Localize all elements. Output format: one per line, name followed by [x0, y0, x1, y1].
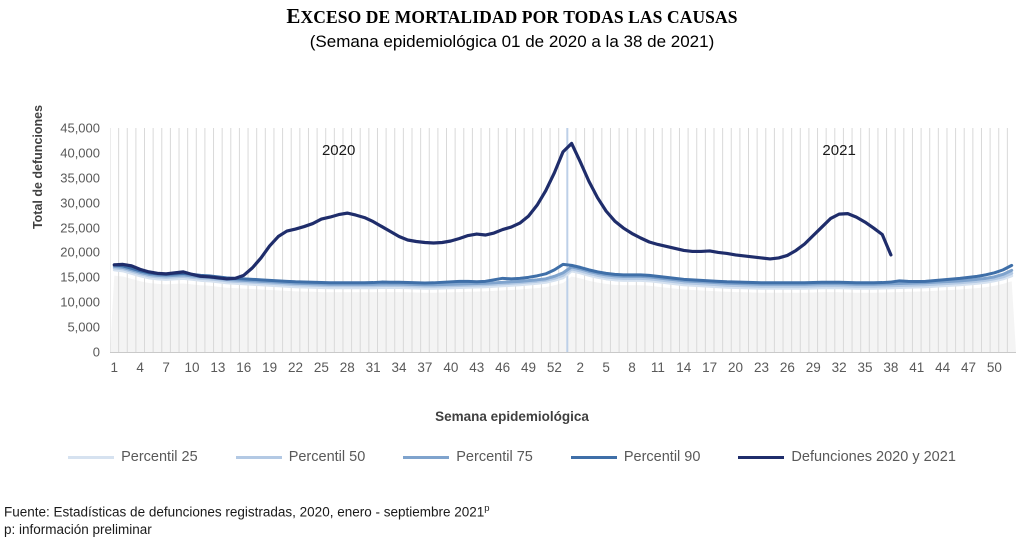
y-axis-ticks: 45,000 40,000 35,000 30,000 25,000 20,000 15,0…: [12, 0, 100, 531]
annotation-year-2021: 2021: [822, 142, 856, 159]
legend-swatch: [738, 455, 785, 459]
x-axis-tick-label: 26: [779, 360, 795, 375]
series-line: [112, 141, 893, 281]
chart-legend: Percentil 25 Percentil 50 Percentil 75 Perc…: [0, 449, 1024, 465]
x-axis-tick-label: 44: [935, 360, 951, 375]
source-line-1: Fuente: Estadísticas de defunciones regi…: [4, 500, 490, 521]
x-axis-tick-label: 46: [495, 360, 511, 375]
legend-label: Percentil 90: [623, 449, 701, 465]
legend-item[interactable]: Defunciones 2020 y 2021: [738, 449, 956, 465]
x-axis-tick-label: 11: [650, 360, 665, 375]
series-line: [112, 262, 1014, 285]
x-axis-tick-label: 25: [313, 360, 329, 375]
source-note: Fuente: Estadísticas de defunciones regi…: [4, 500, 490, 538]
series-line: [112, 268, 1014, 290]
x-axis-tick-label: 40: [443, 360, 459, 375]
x-axis-tick-label: 20: [728, 360, 744, 375]
x-axis-title: Semana epidemiológica: [435, 409, 589, 424]
page-title-rest: XCESO DE MORTALIDAD POR TODAS LAS CAUSAS: [300, 7, 738, 27]
x-axis-tick-label: 52: [546, 360, 562, 375]
x-axis-tick-label: 8: [628, 360, 636, 375]
source-line-2: p: información preliminar: [4, 521, 152, 537]
x-axis-tick-label: 37: [417, 360, 433, 375]
x-axis-tick-label: 38: [883, 360, 899, 375]
x-axis-tick-label: 4: [136, 360, 144, 375]
x-axis-tick-label: 1: [110, 360, 119, 375]
y-axis-tick-label: 10,000: [60, 294, 100, 310]
legend-label: Percentil 25: [121, 449, 198, 465]
x-axis-tick-label: 7: [162, 360, 170, 375]
x-axis-tick-label: 2: [576, 360, 585, 375]
x-axis-tick-label: 50: [986, 360, 1002, 375]
chart-svg: [110, 128, 1016, 353]
x-axis-tick-label: 5: [602, 360, 610, 375]
legend-item[interactable]: Percentil 75: [403, 449, 533, 465]
x-axis-tick-label: 17: [702, 360, 718, 375]
x-axis-tick-label: 16: [236, 360, 252, 375]
page-subtitle: (Semana epidemiológica 01 de 2020 a la 3…: [309, 32, 715, 51]
x-axis-tick-label: 32: [831, 360, 847, 375]
legend-label: Percentil 75: [456, 449, 533, 465]
x-axis-tick-label: 23: [753, 360, 769, 375]
legend-swatch: [235, 455, 282, 459]
legend-label: Percentil 50: [288, 449, 366, 465]
y-axis-tick-label: 45,000: [60, 120, 100, 136]
y-axis-tick-label: 35,000: [60, 170, 100, 186]
background-band: [110, 275, 1016, 352]
y-axis-tick-label: 5,000: [67, 319, 100, 335]
y-axis-tick-label: 20,000: [60, 244, 100, 260]
legend-swatch: [570, 455, 617, 459]
plot-area: [110, 128, 1016, 353]
x-axis-tick-label: 43: [469, 360, 485, 375]
legend-label: Defunciones 2020 y 2021: [791, 449, 956, 465]
annotation-year-2020: 2020: [321, 142, 356, 159]
x-axis-tick-label: 28: [339, 360, 355, 375]
legend-item[interactable]: Percentil 90: [570, 449, 701, 465]
legend-item[interactable]: Percentil 50: [235, 449, 366, 465]
gridlines: [110, 128, 1016, 353]
chart-title-block: EXCESO DE MORTALIDAD POR TODAS LAS CAUSA…: [0, 4, 1024, 52]
y-axis-tick-label: 0: [92, 344, 100, 360]
legend-swatch: [68, 455, 115, 459]
x-axis-tick-label: 19: [262, 360, 278, 375]
x-axis-tick-label: 35: [857, 360, 873, 375]
x-axis-tick-label: 10: [184, 360, 200, 375]
x-axis-tick-label: 14: [676, 360, 692, 375]
x-axis-tick-label: 31: [365, 360, 381, 375]
y-axis-tick-label: 25,000: [60, 220, 100, 236]
page-title-initial: E: [286, 4, 301, 28]
x-axis-tick-label: 47: [961, 360, 977, 375]
source-text: Fuente: Estadísticas de defunciones regi…: [4, 504, 485, 520]
x-axis-tick-label: 22: [287, 360, 304, 375]
x-axis-tick-label: 29: [805, 360, 821, 375]
source-superscript: p: [484, 503, 490, 514]
x-axis-tick-label: 49: [520, 360, 536, 375]
y-axis-tick-label: 40,000: [60, 145, 100, 161]
y-axis-tick-label: 15,000: [60, 269, 100, 285]
x-axis-tick-label: 13: [210, 360, 226, 375]
y-axis-tick-label: 30,000: [60, 195, 100, 211]
legend-swatch: [403, 455, 450, 459]
page-title: EXCESO DE MORTALIDAD POR TODAS LAS CAUSA…: [0, 4, 1024, 29]
legend-item[interactable]: Percentil 25: [68, 449, 198, 465]
x-axis-tick-label: 41: [909, 360, 925, 375]
x-axis-tick-label: 34: [391, 360, 407, 375]
